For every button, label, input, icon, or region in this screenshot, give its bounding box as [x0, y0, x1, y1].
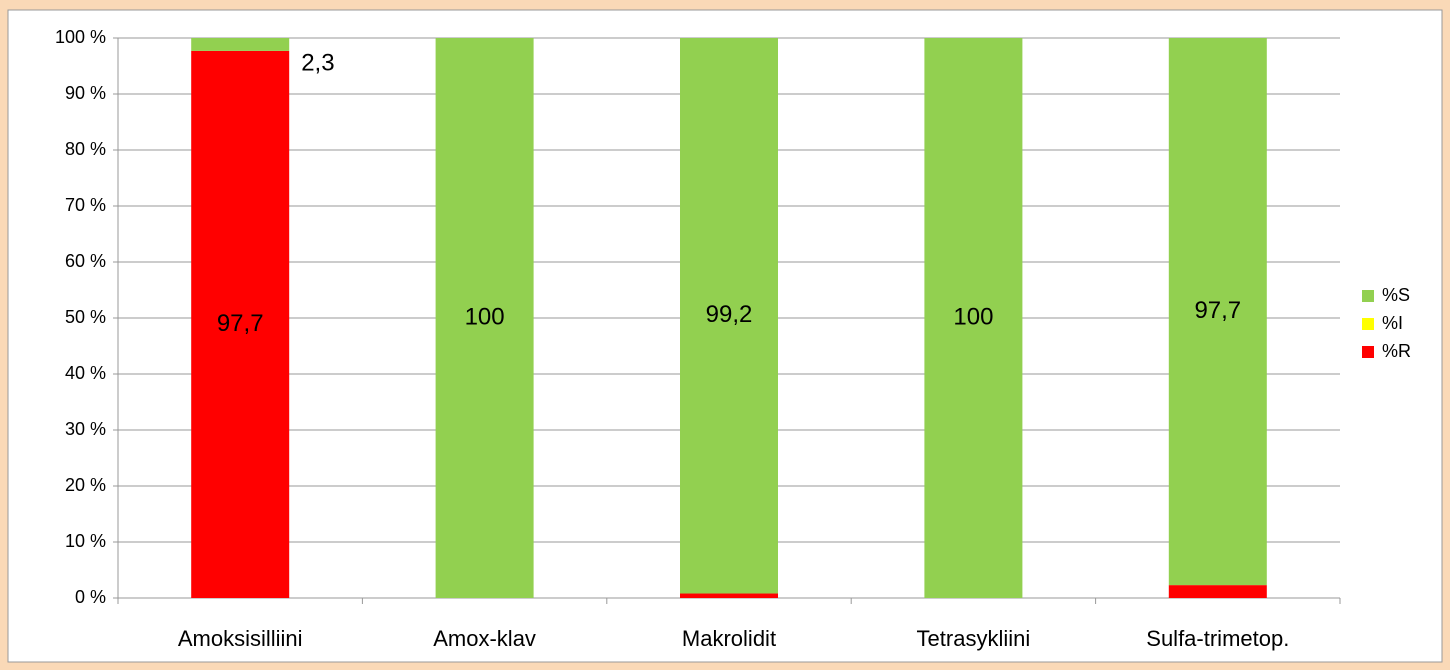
bar-segment — [1168, 585, 1267, 598]
bar-segment — [680, 38, 778, 594]
legend-swatch — [1362, 290, 1374, 302]
y-tick-label: 90 % — [65, 83, 106, 103]
y-tick-label: 70 % — [65, 195, 106, 215]
bar-segment — [680, 593, 778, 598]
data-label: 97,7 — [1194, 297, 1241, 324]
y-tick-label: 10 % — [65, 531, 106, 551]
y-tick-label: 80 % — [65, 139, 106, 159]
data-label: 100 — [953, 303, 993, 330]
bar-segment — [435, 38, 534, 598]
data-label: 99,2 — [706, 301, 753, 328]
bar-segment — [191, 50, 290, 598]
x-tick-label: Makrolidit — [682, 626, 776, 651]
y-tick-label: 100 % — [55, 27, 106, 47]
legend-label: %I — [1382, 313, 1403, 333]
data-label: 97,7 — [217, 310, 264, 337]
legend-swatch — [1362, 346, 1374, 358]
y-tick-label: 30 % — [65, 419, 106, 439]
bar-segment — [924, 38, 1023, 598]
bar-segment — [1168, 38, 1267, 586]
y-tick-label: 0 % — [75, 587, 106, 607]
y-tick-label: 50 % — [65, 307, 106, 327]
y-tick-label: 20 % — [65, 475, 106, 495]
x-tick-label: Amoksisilliini — [178, 626, 303, 651]
x-tick-label: Tetrasykliini — [917, 626, 1031, 651]
data-label: 2,3 — [301, 49, 334, 76]
data-label: 100 — [465, 303, 505, 330]
legend-label: %R — [1382, 341, 1411, 361]
x-tick-label: Amox-klav — [433, 626, 536, 651]
legend-swatch — [1362, 318, 1374, 330]
legend-label: %S — [1382, 285, 1410, 305]
y-tick-label: 40 % — [65, 363, 106, 383]
x-tick-label: Sulfa-trimetop. — [1146, 626, 1289, 651]
y-tick-label: 60 % — [65, 251, 106, 271]
bar-segment — [191, 38, 290, 51]
